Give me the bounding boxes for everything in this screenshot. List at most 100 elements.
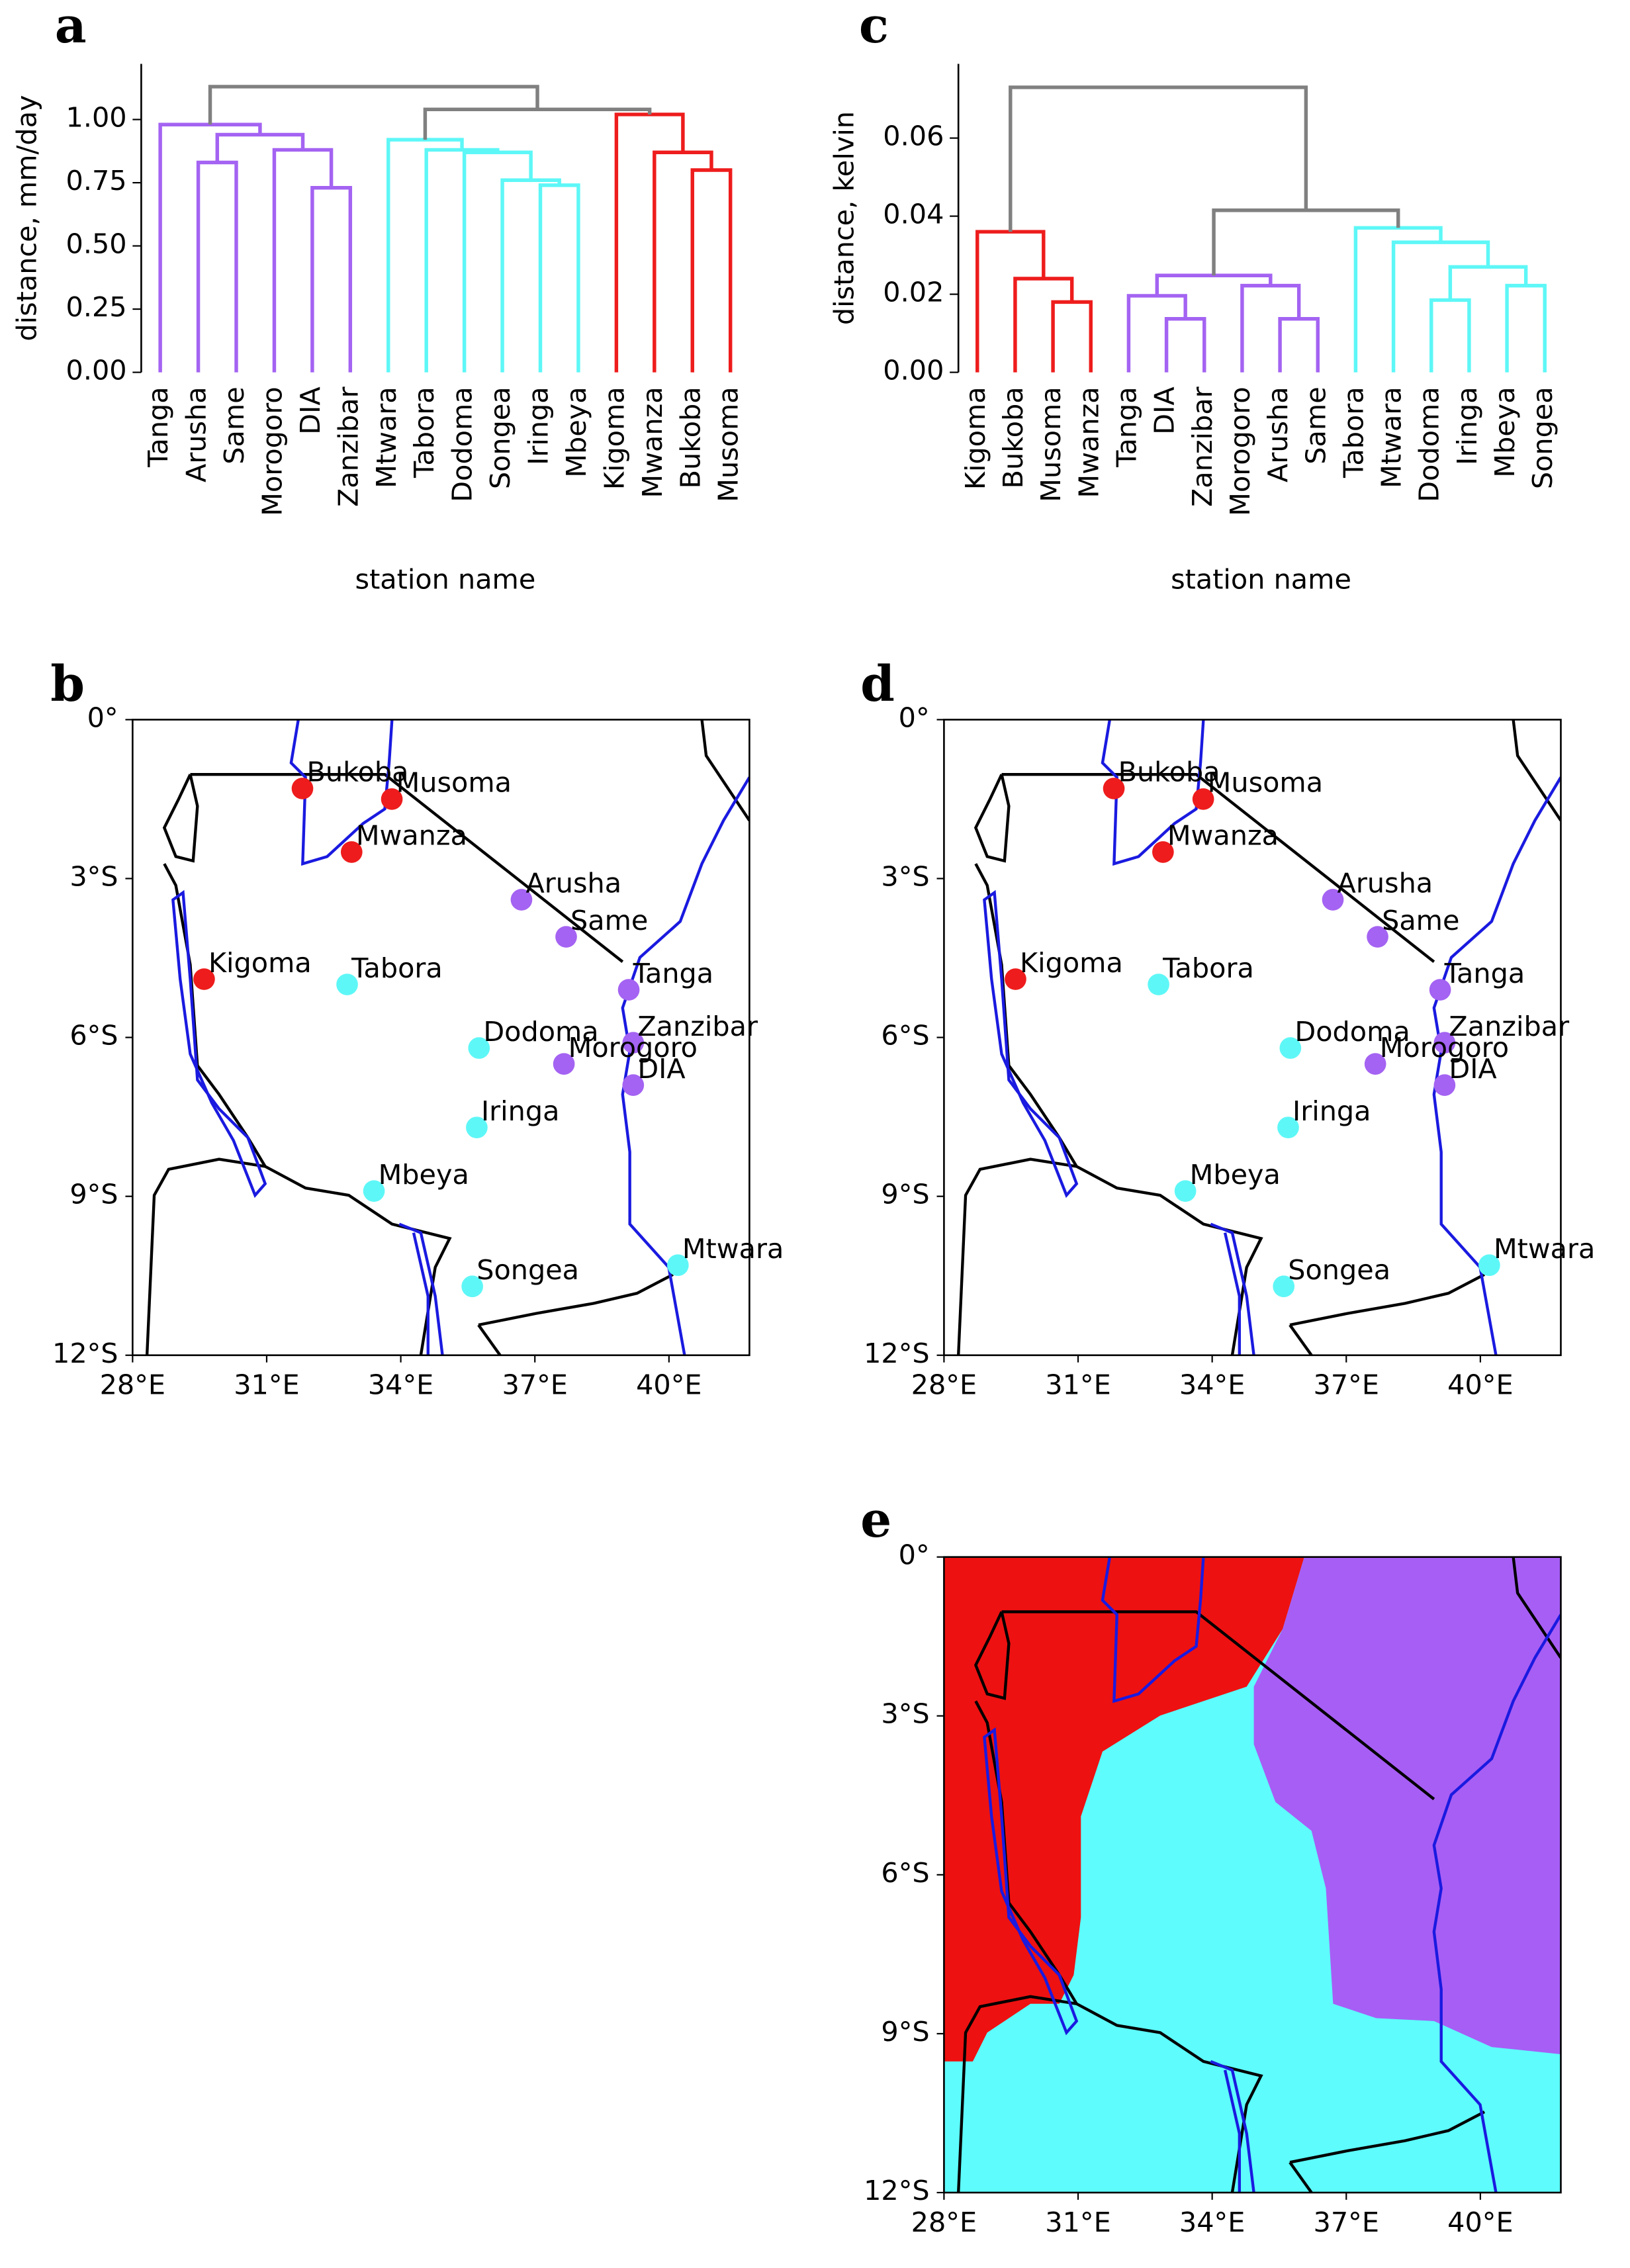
leaf-label: Same: [1300, 386, 1332, 464]
panel-label: e: [860, 1491, 891, 1549]
x-tick-label: 40°E: [1447, 2206, 1513, 2238]
station-label: Tanga: [633, 958, 714, 989]
x-tick-label: 37°E: [1314, 1369, 1379, 1401]
y-axis-label: distance, mm/day: [11, 95, 43, 341]
x-tick-label: 31°E: [234, 1369, 299, 1401]
y-tick-label: 3°S: [69, 860, 118, 892]
y-tick-label: 3°S: [881, 1698, 929, 1730]
x-tick-label: 28°E: [911, 2206, 977, 2238]
dendrogram-link: [653, 150, 713, 373]
y-tick-label: 0.04: [883, 199, 944, 230]
y-tick-label: 0.06: [883, 120, 944, 152]
panel-label: a: [55, 0, 87, 54]
leaf-label: Bukoba: [997, 386, 1029, 488]
dendrogram-link: [1240, 283, 1301, 373]
dendrogram-link: [1164, 317, 1206, 373]
leaf-label: Dodoma: [1414, 386, 1445, 502]
station-label: Songea: [1288, 1254, 1390, 1286]
station-point: [1429, 979, 1451, 1001]
station-label: Iringa: [481, 1095, 560, 1127]
station-label: Bukoba: [1118, 756, 1220, 788]
y-tick-label: 12°S: [864, 2175, 930, 2206]
map-panel: 28°E 31°E 34°E 37°E 40°E 0° 3°S 6°S 9°S 12°S Bukob…: [52, 702, 784, 1400]
station-point: [340, 841, 363, 863]
station-point: [363, 1180, 385, 1202]
station-label: Tanga: [1444, 958, 1525, 989]
dendrogram-panel: Tanga Arusha Same Morogoro DIA Zanzibar Mtwara…: [11, 64, 745, 595]
dendrogram-link: [614, 113, 685, 373]
dendrogram-link: [1013, 277, 1074, 373]
station-point: [510, 889, 533, 911]
y-axis-label: distance, kelvin: [828, 111, 860, 325]
leaf-label: Iringa: [1451, 386, 1483, 465]
station-label: Mbeya: [379, 1159, 469, 1191]
station-label: Bukoba: [307, 756, 409, 788]
station-label: Same: [1382, 905, 1459, 936]
x-tick-label: 37°E: [502, 1369, 567, 1401]
leaf-label: Kigoma: [960, 386, 991, 490]
y-tick-label: 9°S: [881, 1179, 929, 1210]
station-label: Morogoro: [568, 1032, 698, 1064]
station-label: Tabora: [1162, 952, 1254, 984]
dendrogram-link: [1051, 300, 1093, 373]
station-label: Kigoma: [208, 947, 312, 979]
leaf-label: Mwanza: [637, 386, 668, 498]
station-point: [468, 1037, 490, 1059]
dendrogram-link: [215, 132, 305, 163]
dendrogram-link: [1429, 298, 1471, 373]
dendrogram-link: [500, 178, 561, 373]
region-purple: [1253, 1557, 1561, 2054]
dendrogram-link: [1009, 85, 1308, 232]
station-point: [1367, 926, 1388, 948]
station-label: Mtwara: [682, 1233, 784, 1265]
station-point: [1005, 968, 1026, 990]
y-tick-label: 12°S: [52, 1338, 118, 1369]
x-tick-label: 34°E: [1179, 2206, 1245, 2238]
station-point: [381, 788, 403, 810]
dendrogram-link: [462, 150, 533, 373]
station-label: Zanzibar: [1449, 1011, 1569, 1042]
y-tick-label: 0.75: [66, 165, 127, 197]
y-tick-label: 3°S: [881, 860, 929, 892]
dendrogram-link: [1505, 283, 1547, 373]
station-point: [1277, 1116, 1299, 1138]
station-label: Songea: [476, 1254, 579, 1286]
x-tick-label: 40°E: [1447, 1369, 1513, 1401]
dendrogram-link: [208, 85, 539, 125]
station-label: Musoma: [396, 767, 512, 799]
station-label: Tabora: [351, 952, 443, 984]
station-point: [1174, 1180, 1197, 1202]
station-point: [1148, 974, 1169, 995]
leaf-label: Morogoro: [1224, 386, 1256, 516]
dendrogram-link: [1448, 265, 1528, 300]
y-tick-label: 12°S: [864, 1338, 930, 1369]
leaf-label: Mbeya: [561, 386, 592, 477]
leaf-label: DIA: [1149, 386, 1181, 434]
station-point: [1478, 1254, 1500, 1277]
station-label: Dodoma: [483, 1016, 598, 1048]
station-point: [1364, 1053, 1386, 1075]
x-axis-label: station name: [1171, 563, 1351, 595]
y-tick-label: 1.00: [66, 102, 127, 134]
station-point: [336, 974, 358, 995]
leaf-label: Same: [218, 386, 250, 464]
station-point: [667, 1254, 689, 1277]
station-label: DIA: [1449, 1053, 1496, 1085]
y-tick-label: 0.25: [66, 291, 127, 323]
leaf-label: Zanzibar: [1187, 386, 1218, 507]
panel-label: d: [860, 655, 895, 713]
station-label: Mtwara: [1494, 1233, 1595, 1265]
leaf-label: Mtwara: [371, 386, 402, 488]
station-point: [291, 778, 314, 799]
leaf-label: Iringa: [523, 386, 555, 465]
station-point: [461, 1275, 483, 1298]
station-label: Dodoma: [1294, 1016, 1410, 1048]
station-label: Musoma: [1208, 767, 1323, 799]
leaf-label: Songea: [484, 386, 516, 489]
station-label: Mwanza: [1167, 820, 1279, 852]
y-tick-label: 0°: [899, 1539, 930, 1571]
y-tick-label: 9°S: [69, 1179, 118, 1210]
dendrogram-link: [310, 185, 353, 373]
station-label: Same: [570, 905, 648, 936]
